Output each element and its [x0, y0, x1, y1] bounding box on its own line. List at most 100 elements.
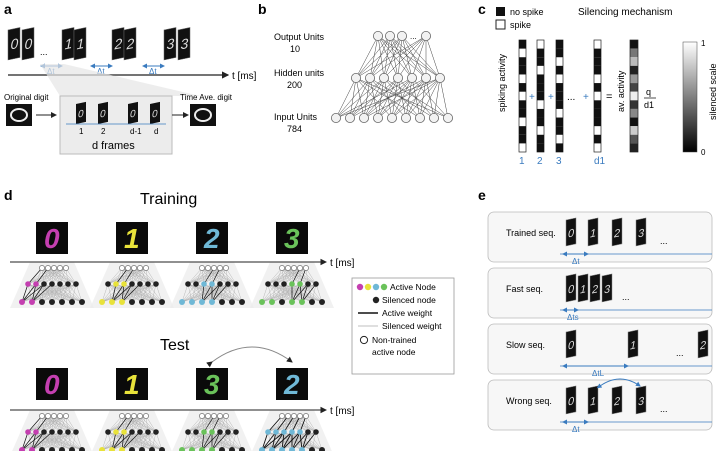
output-node	[211, 413, 217, 419]
hidden-node	[33, 429, 39, 435]
avg-cell	[630, 83, 638, 92]
output-node	[63, 413, 69, 419]
hidden-node	[193, 429, 199, 435]
hidden-node	[233, 281, 239, 287]
input-node	[139, 299, 145, 305]
hidden-node	[273, 281, 279, 287]
spike-cell	[556, 117, 563, 127]
silencing-title: Silencing mechanism	[578, 7, 673, 18]
input-node	[119, 299, 125, 305]
output-node	[39, 265, 45, 271]
legend-non-trained: Non-trained	[372, 335, 417, 345]
input-units-label: Input Units	[274, 112, 318, 122]
neuron-node	[344, 113, 355, 124]
input-node	[19, 299, 25, 305]
input-node	[209, 447, 215, 451]
output-node	[303, 265, 309, 271]
avg-cell	[630, 74, 638, 84]
active-weights	[111, 415, 141, 451]
digit-frame: 3	[163, 27, 177, 61]
panel-c-letter: c	[478, 1, 486, 17]
input-node	[179, 447, 185, 451]
spike-cell	[556, 91, 563, 101]
input-node	[129, 299, 135, 305]
hidden-node	[305, 281, 311, 287]
output-node	[223, 265, 229, 271]
output-node	[291, 265, 297, 271]
frame-digit: 2	[699, 339, 707, 353]
frame-digit: 1	[590, 227, 596, 240]
spiking-activity-label: spiking activity	[497, 53, 507, 112]
hidden-node	[281, 429, 287, 435]
hidden-units-count: 200	[287, 80, 302, 90]
plus-sign: +	[548, 92, 554, 103]
sequence-box	[487, 379, 713, 431]
input-node	[109, 299, 115, 305]
hidden-node	[49, 281, 55, 287]
output-node	[223, 413, 229, 419]
hidden-node	[113, 281, 119, 287]
spike-cell	[519, 57, 526, 66]
spike-cell	[594, 108, 601, 118]
input-node	[39, 299, 45, 305]
avg-cell	[630, 40, 638, 49]
delta-t-label: Δt	[149, 67, 157, 76]
test-time-label: t [ms]	[330, 406, 355, 417]
input-node	[309, 447, 315, 451]
input-node	[279, 299, 285, 305]
avg-column	[629, 39, 639, 153]
no-spike-swatch	[496, 7, 505, 16]
input-node	[59, 299, 65, 305]
output-units-label: Output Units	[274, 32, 325, 42]
frame-digit: 1	[590, 395, 596, 408]
input-node	[299, 299, 305, 305]
output-node	[57, 413, 63, 419]
digit-image	[36, 368, 68, 400]
spike-cell	[519, 126, 526, 135]
input-node	[259, 447, 265, 451]
output-node	[285, 265, 291, 271]
sequence-frame: 1	[627, 329, 639, 359]
sequence-frame: 3	[635, 385, 647, 415]
panel-c: c no spike spike Silencing mechanism spi…	[478, 1, 718, 167]
output-node	[125, 265, 131, 271]
input-node	[189, 447, 195, 451]
output-node	[297, 413, 303, 419]
hidden-node	[273, 429, 279, 435]
digit-image	[196, 368, 228, 400]
frame-label: 2	[101, 127, 106, 136]
frame-digit: 3	[167, 35, 175, 53]
avg-cell	[630, 91, 638, 101]
sequence-frame: 2	[611, 217, 623, 247]
input-node	[149, 447, 155, 451]
frame-digit: 0	[11, 35, 19, 53]
input-node	[229, 447, 235, 451]
input-node	[269, 299, 275, 305]
output-node	[39, 413, 45, 419]
sequence-box	[487, 323, 713, 375]
input-node	[19, 447, 25, 451]
digit-image	[276, 368, 308, 400]
hidden-node	[121, 429, 127, 435]
digit-image	[196, 222, 228, 254]
frame-digit: 1	[77, 35, 85, 52]
original-digit-label: Original digit	[4, 93, 49, 102]
input-node	[49, 299, 55, 305]
input-node	[259, 299, 265, 305]
output-node	[45, 413, 51, 419]
spike-cell	[519, 65, 526, 75]
sequence-label: Wrong seq.	[506, 396, 552, 406]
hidden-node	[73, 429, 79, 435]
input-units-count: 784	[287, 124, 302, 134]
sequence-frame: 0	[565, 273, 577, 303]
input-node	[199, 299, 205, 305]
connections	[335, 35, 449, 119]
digit-frame: 1	[61, 27, 75, 61]
input-node	[299, 447, 305, 451]
sequence-frame: 0	[565, 217, 577, 247]
panel-b: b Output Units 10 Hidden units 200 Input…	[258, 1, 453, 134]
ellipsis: ...	[676, 348, 684, 358]
dt-label: ΔtL	[592, 369, 605, 378]
spike-columns: 1 2 3 d1 + +... + =	[518, 39, 639, 167]
